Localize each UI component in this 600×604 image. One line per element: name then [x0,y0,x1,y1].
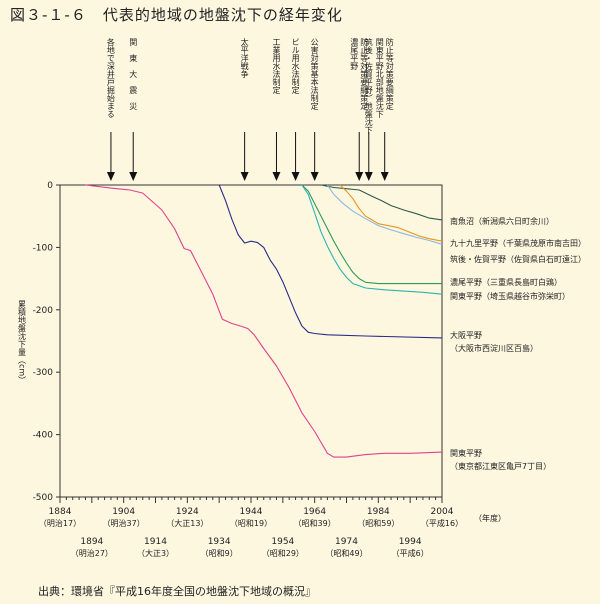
series-label: 南魚沼（新潟県六日町余川） [450,216,554,226]
event-label: 工業用水法制定 [272,38,281,95]
x-tick-label-era: （昭和49） [325,549,367,558]
x-tick-label-year: 1974 [335,537,358,547]
series-label: 筑後・佐賀平野（佐賀県白石町遠江） [450,254,586,264]
page-title: 図３-１-６ 代表的地域の地盤沈下の経年変化 [10,6,343,24]
event-label: 防止等対策要綱策定 [360,37,369,111]
y-tick-label: 0 [47,181,53,191]
y-tick-label: -300 [33,368,54,378]
event-arrow-head [380,172,389,181]
x-tick-label-era: （平成16） [421,518,463,528]
y-tick-label: -200 [33,306,54,316]
event-label: 関東平野北部地盤沈下 [375,38,384,119]
x-tick-label-year: 1944 [240,507,263,517]
event-arrow-head [106,172,115,181]
x-tick-label-year: 1924 [176,507,199,517]
x-tick-label-era: （昭和9） [201,549,238,558]
x-tick-label-era: （大正3） [137,548,174,558]
event-label: 関 東 大 震 災 [129,38,138,110]
event-arrow-head [364,172,373,181]
x-tick-label-year: 2004 [431,507,454,517]
x-tick-label-era: （大正13） [166,518,208,528]
event-label: 濃尾平野 [350,37,359,70]
x-tick-label-year: 1994 [399,537,422,547]
series-label: 濃尾平野（三重県長島町白鶏） [450,277,562,287]
x-tick-label-year: 1954 [271,537,294,547]
x-tick-label-era: （明治27） [71,548,113,558]
x-tick-label-era: （平成6） [392,548,429,558]
x-tick-label-year: 1934 [208,537,231,547]
series-line [85,184,443,458]
x-tick-label-year: 1894 [80,537,103,547]
series-line [301,184,442,285]
x-tick-label-era: （昭和59） [357,519,399,528]
x-tick-label-era: （明治37） [103,518,145,528]
x-tick-label-year: 1884 [49,507,72,517]
plot-frame [59,184,443,498]
x-tick-label-era: （昭和19） [230,519,272,528]
series-line [339,184,443,242]
event-arrow-head [291,172,300,181]
series-label: （東京都江東区亀戸7丁目） [450,461,551,471]
y-axis-label: 累積地盤沈下量（cm） [18,300,27,384]
series-line [320,184,443,221]
y-tick-label: -500 [33,493,54,503]
series-label: 九十九里平野（千葉県茂原市南吉田） [450,238,586,248]
x-tick-label-year: 1964 [303,507,326,517]
event-arrow-head [355,172,364,181]
event-arrow-head [240,172,249,181]
x-tick-label-year: 1984 [367,507,390,517]
x-axis-unit-label: （年度） [474,513,506,523]
x-tick-label-year: 1904 [112,507,135,517]
y-tick-label: -100 [33,243,54,253]
series-line [301,184,443,295]
y-tick-label: -400 [33,431,54,441]
series-label: 関東平野（埼玉県越谷市弥栄町） [450,291,570,301]
x-tick-label-era: （明治17） [39,518,81,528]
x-tick-label-era: （昭和29） [262,549,304,558]
event-label: 各地で深井戸掘始まる [106,37,115,118]
event-arrow-head [129,172,138,181]
x-tick-label-era: （昭和39） [294,519,336,528]
event-arrow-head [310,172,319,181]
series-line [326,184,443,245]
series-label: 大阪平野 [450,330,482,340]
event-arrow-head [272,172,281,181]
source-citation: 出典：環境省『平成16年度全国の地盤沈下地域の概況』 [38,585,316,598]
event-label: 太平洋戦争 [240,37,249,79]
series-line [218,184,443,339]
event-label: 防止等対策要綱策定 [385,37,394,111]
x-tick-label-year: 1914 [144,537,167,547]
series-label: 関東平野 [450,448,482,458]
event-label: 筑後・佐賀平野）地盤沈下 [364,37,373,135]
series-label: （大阪市西淀川区百島） [450,343,538,353]
event-label: 公害対策基本法制定 [310,38,319,111]
event-label: ビル用水法制定 [291,38,300,95]
